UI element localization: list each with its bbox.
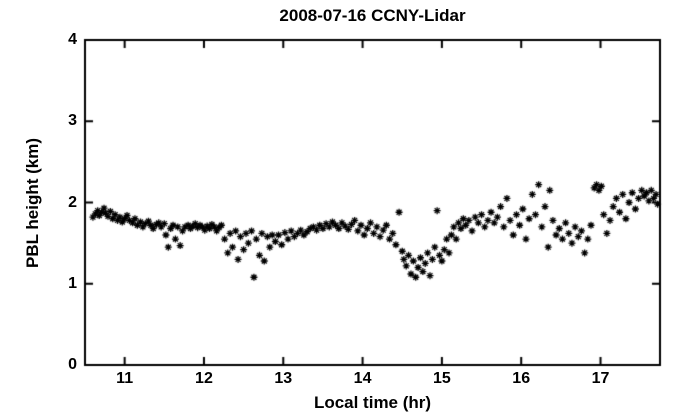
x-tick-label: 15 — [432, 370, 451, 387]
y-axis-label: PBL height (km) — [23, 137, 42, 269]
x-tick-label: 13 — [274, 370, 293, 387]
y-tick-label: 3 — [68, 112, 77, 130]
x-tick-label: 12 — [195, 370, 213, 387]
x-axis-label: Local time (hr) — [313, 393, 432, 412]
y-tick-label: 2 — [68, 193, 77, 211]
y-tick-label: 1 — [68, 274, 77, 292]
y-tick-label: 0 — [68, 356, 77, 373]
x-tick-label: 17 — [591, 370, 610, 387]
chart-title: 2008-07-16 CCNY-Lidar — [279, 6, 466, 25]
x-tick-label: 16 — [512, 370, 531, 387]
y-tick-label: 4 — [68, 31, 77, 48]
x-tick-label: 14 — [353, 370, 372, 387]
x-tick-label: 11 — [116, 370, 134, 387]
